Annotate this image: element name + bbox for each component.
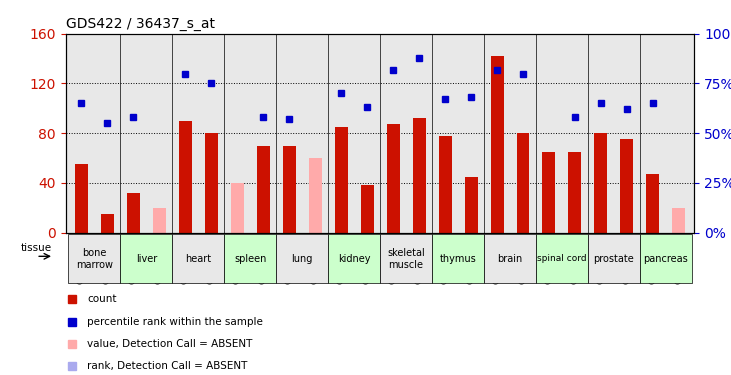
Bar: [517, 133, 529, 232]
Text: thymus: thymus: [439, 254, 477, 264]
Bar: [432, 234, 484, 283]
Bar: [380, 234, 432, 283]
Bar: [594, 133, 607, 232]
Bar: [542, 152, 556, 232]
Text: bone
marrow: bone marrow: [76, 248, 113, 270]
Bar: [283, 146, 296, 232]
Text: value, Detection Call = ABSENT: value, Detection Call = ABSENT: [87, 339, 252, 349]
Text: prostate: prostate: [594, 254, 635, 264]
Text: tissue: tissue: [20, 243, 52, 253]
Text: lung: lung: [292, 254, 313, 264]
Bar: [464, 177, 477, 232]
Bar: [75, 164, 88, 232]
Bar: [484, 234, 536, 283]
Bar: [257, 146, 270, 232]
Bar: [308, 158, 322, 232]
Text: spinal cord: spinal cord: [537, 254, 587, 263]
Text: liver: liver: [136, 254, 157, 264]
Text: heart: heart: [185, 254, 211, 264]
Text: rank, Detection Call = ABSENT: rank, Detection Call = ABSENT: [87, 362, 247, 371]
Bar: [224, 234, 276, 283]
Bar: [412, 118, 425, 232]
Text: spleen: spleen: [234, 254, 266, 264]
Bar: [439, 136, 452, 232]
Bar: [276, 234, 328, 283]
Text: pancreas: pancreas: [643, 254, 689, 264]
Text: kidney: kidney: [338, 254, 371, 264]
Text: count: count: [87, 294, 116, 304]
Bar: [69, 234, 121, 283]
Bar: [231, 183, 243, 232]
Bar: [588, 234, 640, 283]
Bar: [646, 174, 659, 232]
Bar: [179, 121, 192, 232]
Bar: [121, 234, 173, 283]
Text: brain: brain: [497, 254, 523, 264]
Bar: [101, 214, 114, 232]
Text: percentile rank within the sample: percentile rank within the sample: [87, 316, 263, 327]
Bar: [127, 193, 140, 232]
Bar: [335, 127, 348, 232]
Bar: [673, 208, 686, 232]
Bar: [205, 133, 218, 232]
Bar: [621, 140, 633, 232]
Text: GDS422 / 36437_s_at: GDS422 / 36437_s_at: [66, 17, 215, 32]
Bar: [328, 234, 380, 283]
Bar: [387, 124, 400, 232]
Bar: [360, 185, 374, 232]
Bar: [569, 152, 581, 232]
Bar: [491, 56, 504, 232]
Bar: [640, 234, 692, 283]
Text: skeletal
muscle: skeletal muscle: [387, 248, 425, 270]
Bar: [536, 234, 588, 283]
Bar: [173, 234, 224, 283]
Bar: [153, 208, 166, 232]
